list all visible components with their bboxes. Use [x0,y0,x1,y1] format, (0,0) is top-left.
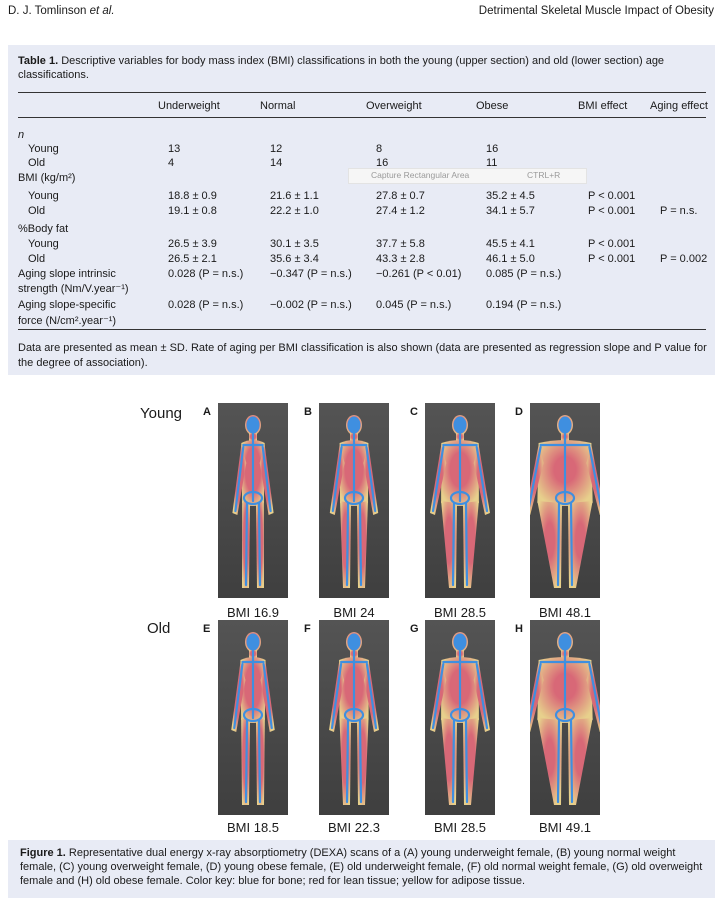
panel-letter: E [203,623,211,635]
table-cell: 27.4 ± 1.2 [376,205,425,217]
panel-letter: H [515,623,523,635]
table-cell: 26.5 ± 3.9 [168,238,217,250]
panel-letter: B [304,406,312,418]
bmi-label: BMI 16.9 [226,605,280,620]
panel-letter: F [304,623,311,635]
row-label: Old [28,157,46,169]
column-header: Aging effect [650,100,708,112]
table-cell: 46.1 ± 5.0 [486,253,535,265]
row-label: Young [28,143,59,155]
dexa-scan-f [319,620,389,815]
row-label: BMI (kg/m²) [18,172,76,184]
capture-area-tooltip[interactable]: Capture Rectangular Area CTRL+R [348,168,587,184]
table-cell: 16 [486,143,499,155]
column-header: Obese [476,100,509,112]
table-cell: 45.5 ± 4.1 [486,238,535,250]
column-header: BMI effect [578,100,628,112]
column-header: Normal [260,100,296,112]
table-cell: 0.194 (P = n.s.) [486,299,562,311]
table-cell: 30.1 ± 3.5 [270,238,319,250]
table-cell: 21.6 ± 1.1 [270,190,319,202]
table-cell: P < 0.001 [588,190,636,202]
table-bottom-rule [18,329,706,330]
table-cell: P < 0.001 [588,253,636,265]
table-cell: 8 [376,143,383,155]
bmi-label: BMI 22.3 [327,820,381,835]
table-cell: 34.1 ± 5.7 [486,205,535,217]
figure-caption: Figure 1. Representative dual energy x-r… [20,847,703,887]
dexa-scan-c [425,403,495,598]
column-header: Overweight [366,100,422,112]
figure-1-caption-box: Figure 1. Representative dual energy x-r… [8,840,715,898]
table-cell: 43.3 ± 2.8 [376,253,425,265]
row-label: Young [28,238,59,250]
table-top-rule [18,92,706,93]
table-cell: P = 0.002 [660,253,708,265]
row-label: force (N/cm².year⁻¹) [18,315,117,327]
bmi-label: BMI 18.5 [226,820,280,835]
dexa-scan-e [218,620,288,815]
table-cell: −0.261 (P < 0.01) [376,268,462,280]
bmi-label: BMI 28.5 [433,820,487,835]
table-cell: 16 [376,157,389,169]
row-label: %Body fat [18,223,69,235]
row-label: Old [28,253,46,265]
table-header-rule [18,117,706,118]
dexa-scan-a [218,403,288,598]
dexa-scan-d [530,403,600,598]
dexa-scan-b [319,403,389,598]
capture-area-shortcut: CTRL+R [527,170,561,180]
running-header-author: D. J. Tomlinson et al. [8,5,115,17]
dexa-scan-g [425,620,495,815]
panel-letter: D [515,406,523,418]
table-cell: 37.7 ± 5.8 [376,238,425,250]
table-cell: 26.5 ± 2.1 [168,253,217,265]
table-cell: 18.8 ± 0.9 [168,190,217,202]
table-cell: 22.2 ± 1.0 [270,205,319,217]
table-cell: 13 [168,143,181,155]
table-cell: P < 0.001 [588,238,636,250]
dexa-scan-h [530,620,600,815]
table-caption: Table 1. Descriptive variables for body … [18,55,665,81]
running-header-title: Detrimental Skeletal Muscle Impact of Ob… [478,5,714,17]
panel-letter: C [410,406,418,418]
column-header: Underweight [158,100,220,112]
bmi-label: BMI 24 [333,605,375,620]
table-cell: −0.002 (P = n.s.) [270,299,352,311]
table-cell: P = n.s. [660,205,698,217]
row-label: Young [28,190,59,202]
row-label: Old [28,205,46,217]
table-1: Table 1. Descriptive variables for body … [8,45,715,375]
panel-letter: G [410,623,419,635]
capture-area-label: Capture Rectangular Area [371,170,470,180]
table-cell: 0.045 (P = n.s.) [376,299,452,311]
row-label-old: Old [147,620,171,637]
row-label: n [18,129,25,141]
row-label: Aging slope-specific [18,299,116,311]
table-cell: 12 [270,143,283,155]
bmi-label: BMI 48.1 [538,605,592,620]
table-cell: 11 [486,157,498,169]
table-cell: 27.8 ± 0.7 [376,190,425,202]
row-label-young: Young [140,405,182,422]
table-cell: 0.028 (P = n.s.) [168,268,244,280]
table-cell: 0.085 (P = n.s.) [486,268,562,280]
table-footnote: Data are presented as mean ± SD. Rate of… [18,342,707,369]
table-cell: −0.347 (P = n.s.) [270,268,352,280]
bmi-label: BMI 28.5 [433,605,487,620]
table-cell: 35.2 ± 4.5 [486,190,535,202]
bmi-label: BMI 49.1 [538,820,592,835]
panel-letter: A [203,406,211,418]
table-cell: P < 0.001 [588,205,636,217]
table-cell: 19.1 ± 0.8 [168,205,217,217]
table-cell: 35.6 ± 3.4 [270,253,319,265]
row-label: Aging slope intrinsic [18,268,116,280]
table-cell: 0.028 (P = n.s.) [168,299,244,311]
table-cell: 14 [270,157,283,169]
row-label: strength (Nm/V.year⁻¹) [18,283,129,295]
table-cell: 4 [168,157,175,169]
